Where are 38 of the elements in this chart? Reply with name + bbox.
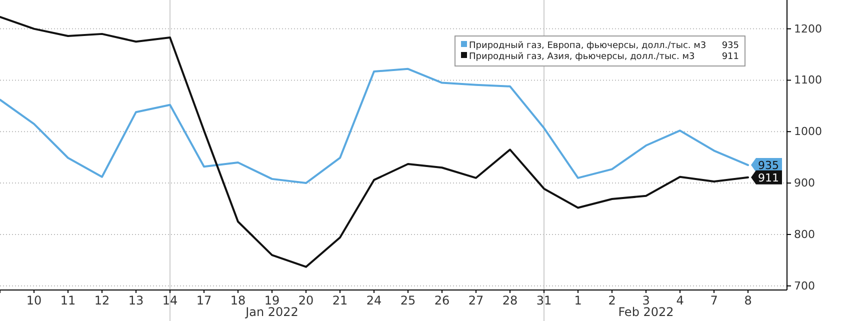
- x-tick-label: 11: [60, 294, 76, 308]
- y-tick-label: 700: [794, 279, 815, 292]
- x-tick-label: 26: [434, 294, 450, 308]
- data-label: 911: [758, 171, 779, 184]
- x-tick-label: 28: [502, 294, 518, 308]
- text: 911: [722, 52, 739, 62]
- x-tick-label: 10: [26, 294, 42, 308]
- y-tick-label: 800: [794, 228, 815, 241]
- y-tick-label: 1100: [794, 74, 822, 87]
- x-tick-label: 8: [744, 294, 752, 308]
- text: Feb 2022: [618, 305, 674, 319]
- x-tick-label: 12: [94, 294, 110, 308]
- x-tick-label: 20: [298, 294, 314, 308]
- x-tick-label: 17: [196, 294, 212, 308]
- legend-label: Природный газ, Европа, фьючерсы, долл./тыс. м3: [469, 41, 706, 51]
- y-tick-label: 1200: [794, 22, 822, 36]
- x-tick-label: 25: [400, 294, 416, 308]
- x-tick-label: 18: [230, 294, 246, 308]
- x-tick-label: 31: [536, 294, 552, 308]
- x-tick-label: 24: [366, 294, 382, 308]
- x-tick-label: 19: [264, 294, 280, 308]
- x-tick-label: 2: [608, 294, 616, 308]
- x-tick-label: 4: [676, 294, 684, 308]
- line-series: [0, 16, 749, 268]
- x-tick-label: 14: [162, 294, 178, 308]
- text: Jan 2022: [244, 305, 298, 319]
- y-tick-label: 900: [794, 176, 815, 190]
- x-tick-label: 13: [128, 294, 144, 308]
- text: 935: [722, 41, 739, 51]
- y-tick-label: 1000: [794, 125, 822, 138]
- data-label: 935: [758, 159, 779, 172]
- line-series: [0, 68, 749, 184]
- x-tick-label: 7: [710, 294, 718, 308]
- x-tick-label: 1: [574, 294, 582, 308]
- x-tick-label: 3: [642, 294, 650, 308]
- legend-label: Природный газ, Азия, фьючерсы, долл./тыс. м3: [469, 52, 695, 62]
- x-tick-label: 21: [332, 294, 348, 308]
- x-tick-label: 27: [468, 294, 484, 308]
